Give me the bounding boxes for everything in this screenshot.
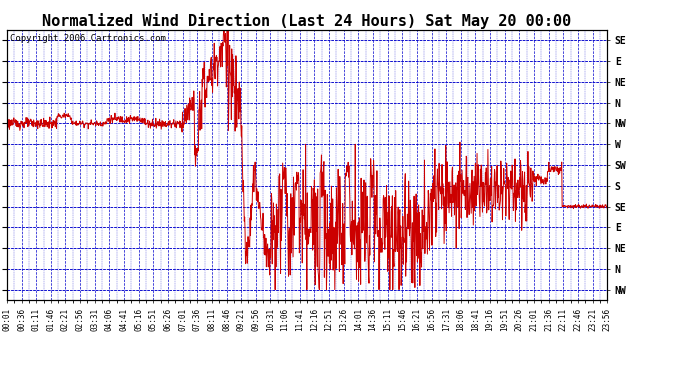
Text: Copyright 2006 Cartronics.com: Copyright 2006 Cartronics.com [10, 34, 166, 43]
Title: Normalized Wind Direction (Last 24 Hours) Sat May 20 00:00: Normalized Wind Direction (Last 24 Hours… [42, 13, 572, 29]
